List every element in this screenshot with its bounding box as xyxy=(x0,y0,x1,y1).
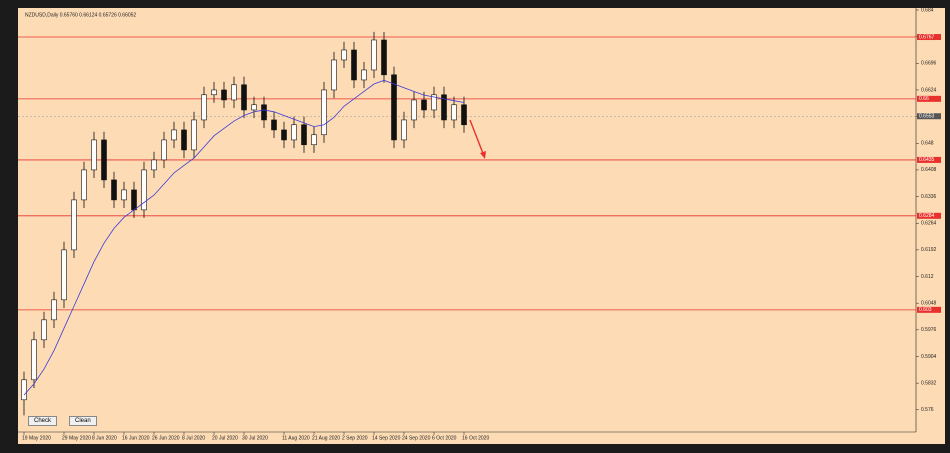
candle-body xyxy=(331,59,337,91)
y-tick-label: 0.5832 xyxy=(921,380,937,386)
y-tick-label: 0.6408 xyxy=(921,167,937,173)
level-label: 0.6435 xyxy=(919,157,935,163)
moving-average xyxy=(23,79,465,396)
x-tick-label: 6 Oct 2020 xyxy=(432,435,457,441)
x-tick-label: 2 Sep 2020 xyxy=(342,435,368,441)
x-tick-label: 19 May 2020 xyxy=(22,435,51,441)
candle-body xyxy=(141,169,147,211)
y-tick-label: 0.6696 xyxy=(921,61,937,67)
y-tick-label: 0.6264 xyxy=(921,221,937,227)
y-tick-label: 0.5904 xyxy=(921,354,937,360)
candle-body xyxy=(341,49,347,61)
candle-body xyxy=(441,94,447,121)
current-price-box xyxy=(917,113,941,120)
y-tick-label: 0.612 xyxy=(921,274,934,280)
candle-body xyxy=(281,129,287,141)
level-label-box xyxy=(917,306,941,313)
candle-body xyxy=(31,339,37,381)
candle-body xyxy=(461,104,467,126)
current-price-label: 0.6553 xyxy=(919,114,935,120)
chart-area xyxy=(18,8,945,444)
candle-body xyxy=(71,199,77,251)
candle-body xyxy=(291,124,297,141)
level-label-box xyxy=(917,156,941,163)
candle-body xyxy=(261,104,267,121)
y-tick-label: 0.684 xyxy=(921,7,934,13)
x-tick-label: 30 Jul 2020 xyxy=(242,435,268,441)
candle-body xyxy=(131,189,137,211)
candle-body xyxy=(241,84,247,111)
candle-body xyxy=(21,379,27,401)
candle-body xyxy=(121,189,127,201)
y-tick-label: 0.6336 xyxy=(921,194,937,200)
level-label: 0.66 xyxy=(919,96,929,102)
x-tick-label: 20 Jul 2020 xyxy=(212,435,238,441)
candle-body xyxy=(91,139,97,171)
level-label-box xyxy=(917,34,941,41)
y-tick-label: 0.6192 xyxy=(921,247,937,253)
chart-title: NZDUSD,Daily 0.65760 0.66124 0.65726 0.6… xyxy=(25,12,136,18)
candle-body xyxy=(351,49,357,81)
x-tick-label: 8 Jun 2020 xyxy=(92,435,117,441)
x-tick-label: 16 Jun 2020 xyxy=(122,435,150,441)
candle-body xyxy=(191,119,197,151)
candle-body xyxy=(451,104,457,121)
candle-body xyxy=(61,249,67,301)
y-tick-label: 0.6048 xyxy=(921,301,937,307)
candle-body xyxy=(151,159,157,171)
level-label: 0.603 xyxy=(919,307,932,313)
candle-body xyxy=(171,129,177,141)
x-tick-label: 11 Aug 2020 xyxy=(282,435,310,441)
candle-body xyxy=(161,139,167,161)
candle-body xyxy=(221,89,227,101)
buttons: Check Clean xyxy=(28,416,97,426)
x-tick-label: 24 Sep 2020 xyxy=(402,435,431,441)
candle-body xyxy=(41,319,47,341)
candle-body xyxy=(381,39,387,76)
x-tick-label: 16 Oct 2020 xyxy=(462,435,489,441)
x-tick-label: 26 Jun 2020 xyxy=(152,435,180,441)
arrow xyxy=(469,119,485,157)
candle-body xyxy=(231,84,237,101)
candle-body xyxy=(51,299,57,321)
y-tick-label: 0.648 xyxy=(921,141,934,147)
candle-body xyxy=(81,169,87,201)
button[interactable]: Clean xyxy=(69,416,97,426)
x-tick-label: 21 Aug 2020 xyxy=(312,435,340,441)
x-tick-label: 8 Jul 2020 xyxy=(182,435,205,441)
y-tick-label: 0.5976 xyxy=(921,327,937,333)
candle-body xyxy=(401,119,407,141)
level-label-box xyxy=(917,212,941,219)
candle-body xyxy=(181,129,187,151)
x-tick-label: 14 Sep 2020 xyxy=(372,435,401,441)
candle-body xyxy=(111,179,117,201)
candle-body xyxy=(311,134,317,146)
arrow-head xyxy=(480,151,486,159)
candle-body xyxy=(321,89,327,136)
candle-body xyxy=(101,139,107,181)
candle-body xyxy=(301,124,307,146)
y-tick-label: 0.6624 xyxy=(921,87,937,93)
level-label-box xyxy=(917,95,941,102)
candle-body xyxy=(361,69,367,81)
candle-body xyxy=(251,104,257,111)
button[interactable]: Check xyxy=(28,416,58,426)
level-label: 0.6284 xyxy=(919,213,935,219)
candle-body xyxy=(201,94,207,121)
candle-body xyxy=(431,94,437,111)
candle-body xyxy=(211,89,217,96)
candle-body xyxy=(391,74,397,141)
candle-body xyxy=(271,119,277,131)
x-tick-label: 29 May 2020 xyxy=(62,435,91,441)
candle-body xyxy=(411,99,417,121)
y-tick-label: 0.576 xyxy=(921,407,934,413)
level-label: 0.6767 xyxy=(919,34,935,40)
candle-body xyxy=(421,99,427,111)
candle-body xyxy=(371,39,377,71)
